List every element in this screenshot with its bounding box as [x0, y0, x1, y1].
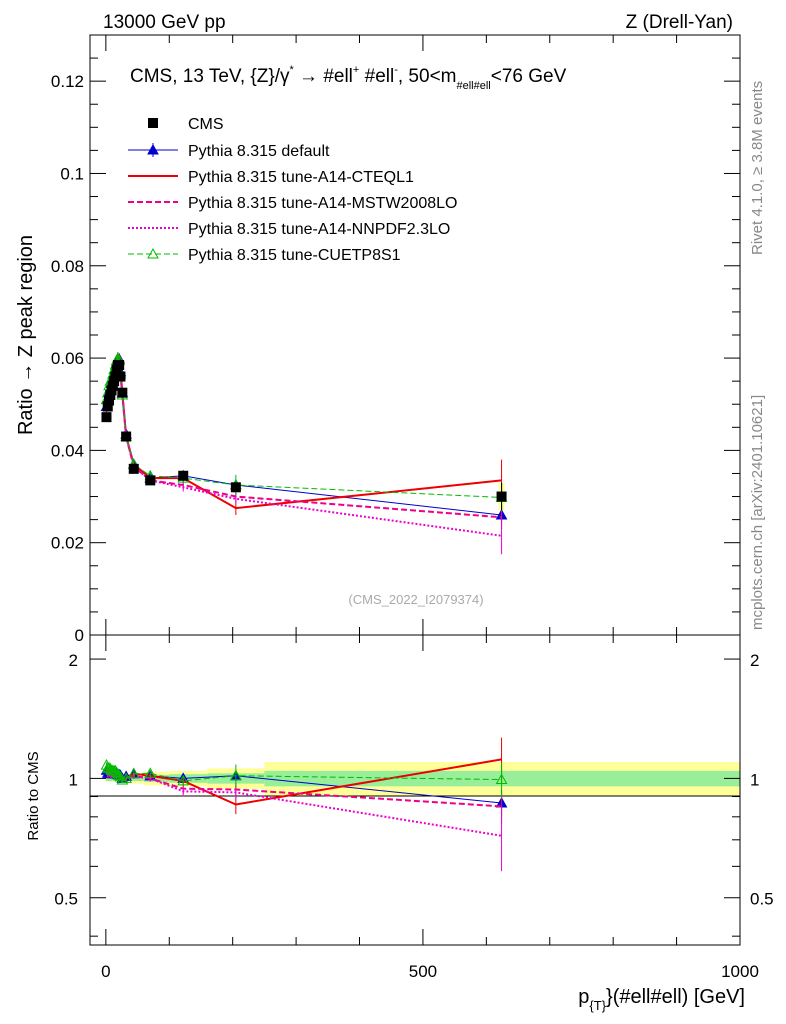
ratio-y-tick-label-right: 2 [750, 651, 759, 670]
xlabel-rest: }(#ell#ell) [GeV] [606, 986, 745, 1008]
y-tick-label: 0.02 [51, 534, 84, 553]
header-left: 13000 GeV pp [103, 12, 226, 33]
legend-label-cms: CMS [188, 116, 224, 133]
chart-watermark: (CMS_2022_I2079374) [348, 592, 483, 607]
title-mid: #ell [359, 66, 394, 87]
main-ylabel: Ratio → Z peak region [15, 235, 37, 435]
y-tick-label: 0.08 [51, 257, 84, 276]
ratio-band-stat [131, 775, 144, 782]
ratio-y-tick-label-right: 0.5 [750, 890, 774, 909]
ratio-band [105, 761, 740, 797]
legend-label: Pythia 8.315 tune-A14-MSTW2008LO [188, 195, 457, 212]
data-point [496, 491, 507, 502]
data-point [178, 470, 189, 481]
series-line [105, 353, 502, 510]
data-point [115, 371, 126, 382]
series-marker [495, 773, 508, 785]
y-tick-label: 0.06 [51, 349, 84, 368]
ratio-series [100, 737, 508, 872]
ratio-band-stat [143, 774, 170, 782]
series-marker [116, 774, 129, 785]
legend: CMS Pythia 8.315 default Pythia 8.315 tun… [128, 116, 457, 264]
ratio-y-tick-label: 2 [69, 651, 78, 670]
data-point [101, 412, 112, 423]
data-point [145, 475, 156, 486]
legend-label: Pythia 8.315 default [188, 143, 330, 160]
series-marker [147, 247, 159, 259]
main-panel: 0 0.02 0.04 0.06 0.08 0.1 0.12 Ratio → Z peak … [15, 34, 741, 645]
y-tick-label: 0.12 [51, 72, 84, 91]
data-point [121, 431, 132, 442]
legend-series: Pythia 8.315 default Pythia 8.315 tune-A1… [128, 143, 457, 264]
ratio-frame [89, 634, 741, 946]
series-marker [147, 143, 159, 155]
legend-label: Pythia 8.315 tune-CUETP8S1 [188, 247, 401, 264]
title-range-sub: #ell#ell [457, 80, 491, 92]
main-data-points [101, 360, 507, 511]
series-marker [127, 767, 140, 779]
x-tick-label: 500 [409, 962, 437, 981]
chart-title: CMS, 13 TeV, {Z}/γ* → #ell+ #ell-, 50<m#… [130, 64, 567, 92]
xlabel-p: p [578, 986, 589, 1008]
ratio-band-stat [105, 775, 113, 782]
side-label-bottom: mcplots.cern.ch [arXiv:2401.10621] [749, 395, 766, 630]
data-point [102, 401, 113, 412]
legend-label: Pythia 8.315 tune-A14-CTEQL1 [188, 169, 414, 186]
ratio-ylabel: Ratio to CMS [25, 751, 42, 840]
title-main: CMS, 13 TeV, {Z}/γ [130, 66, 290, 87]
ratio-y-tick-label-right: 1 [750, 770, 759, 789]
series-line [105, 357, 502, 537]
data-point [110, 371, 121, 382]
series-marker [177, 774, 190, 786]
series-marker [144, 767, 157, 778]
y-tick-label: 0.1 [60, 164, 84, 183]
legend-marker-cms [148, 118, 158, 128]
x-tick-label: 0 [101, 962, 110, 981]
ratio-y-tick-label: 0.5 [54, 890, 78, 909]
ratio-y-tick-label: 1 [69, 770, 78, 789]
data-point [114, 360, 125, 370]
series-line [105, 358, 502, 516]
x-tick-label: 1000 [721, 962, 759, 981]
data-point [104, 395, 115, 406]
y-tick-label: 0.04 [51, 441, 84, 460]
series-marker [230, 769, 242, 781]
data-point [230, 482, 241, 493]
data-point [128, 463, 139, 474]
y-tick-label: 0 [75, 626, 84, 645]
x-axis-label: p{T}}(#ell#ell) [GeV] [578, 986, 745, 1013]
ratio-band-stat [264, 770, 740, 787]
ratio-axis-ticks: 0 500 1000 0.5 0.5 1 1 2 2 [54, 635, 774, 981]
main-series [100, 352, 508, 555]
series-line [105, 357, 502, 519]
title-range-start: , 50<m [398, 66, 457, 87]
title-range-end: <76 GeV [491, 66, 567, 87]
title-minus: - [394, 64, 398, 76]
title-star: * [289, 64, 294, 76]
legend-label: Pythia 8.315 tune-A14-NNPDF2.3LO [188, 221, 450, 238]
side-label-top: Rivet 4.1.0, ≥ 3.8M events [749, 81, 766, 255]
ratio-panel: 0 500 1000 0.5 0.5 1 1 2 2 Ratio to CMS [25, 634, 774, 981]
header-right: Z (Drell-Yan) [626, 12, 733, 33]
title-arrow: → #ell [294, 66, 353, 87]
data-point [117, 387, 128, 398]
title-plus: + [353, 64, 359, 76]
xlabel-sub: {T} [589, 998, 606, 1013]
main-axis-ticks: 0 0.02 0.04 0.06 0.08 0.1 0.12 [51, 34, 741, 645]
